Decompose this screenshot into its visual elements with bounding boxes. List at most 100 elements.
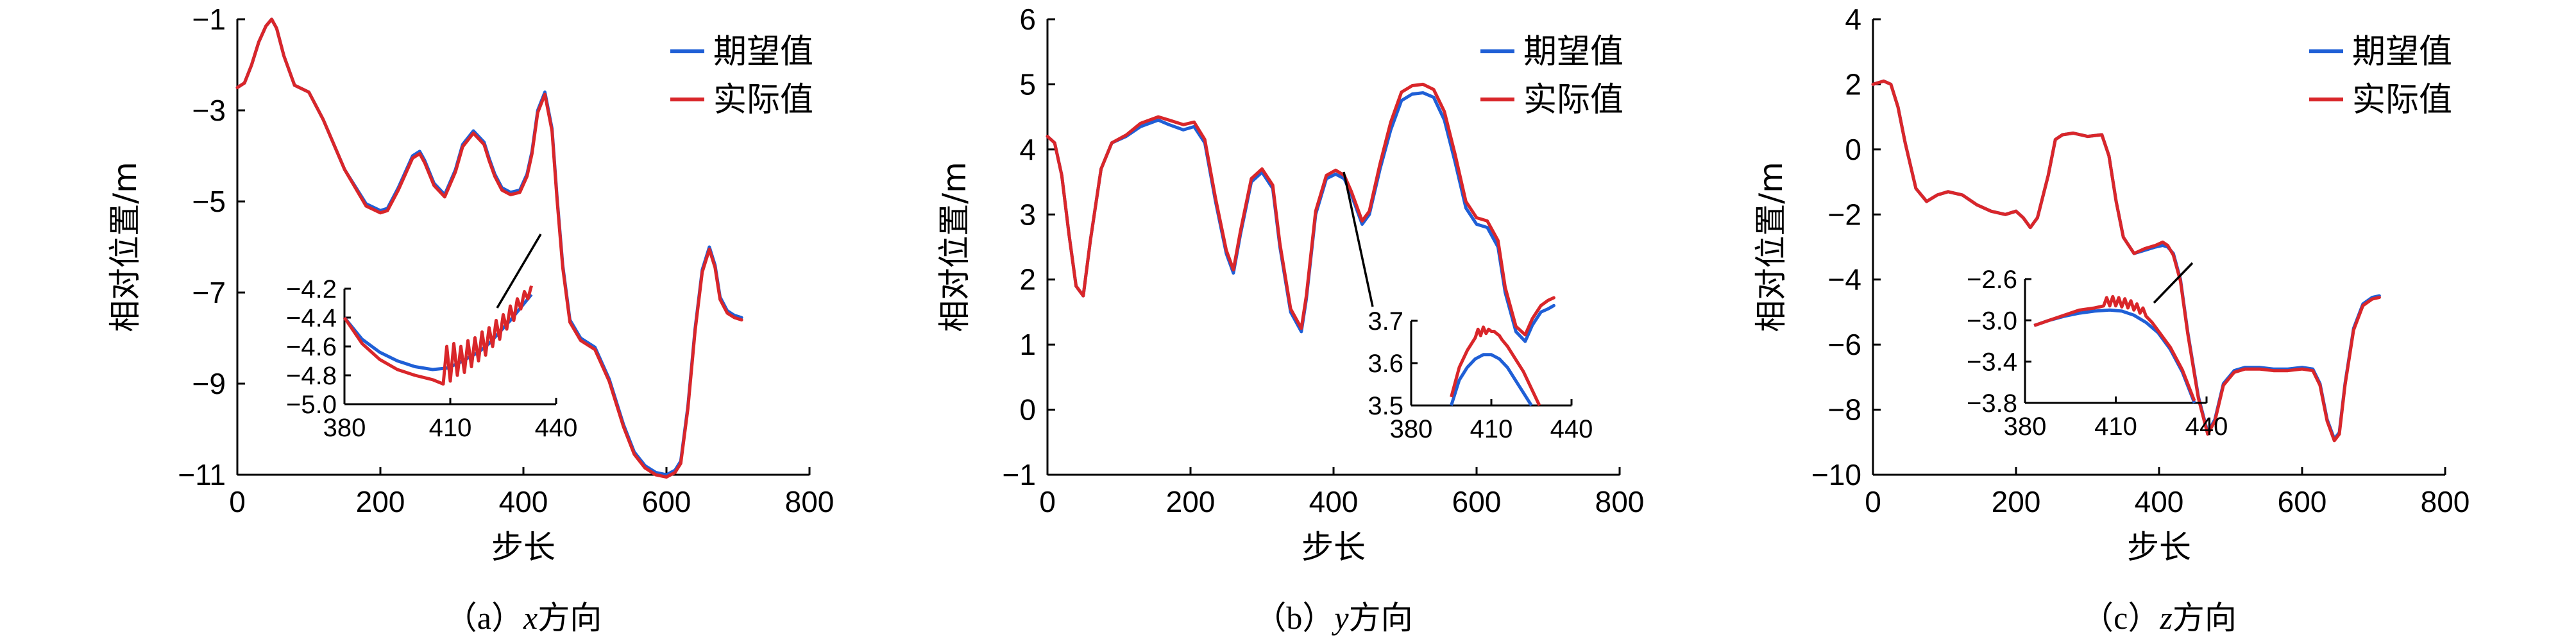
y-tick-label: 4 (1845, 3, 1861, 36)
panel-b-y-label: 相对位置/m (936, 162, 973, 332)
panel-a-legend: 期望值 实际值 (670, 33, 813, 119)
x-tick-label: 400 (1309, 485, 1359, 518)
panel-b-legend: 期望值 实际值 (1480, 33, 1623, 119)
legend-expected-label: 期望值 (1523, 33, 1623, 71)
x-tick-label: 400 (499, 485, 548, 518)
inset-y-tick-label: 3.7 (1368, 307, 1403, 336)
inset-x-tick-label: 410 (2094, 413, 2137, 441)
inset-y-tick-label: −3.4 (1967, 348, 2017, 377)
panel-c-expected-line (1871, 79, 2381, 441)
y-tick-label: −9 (192, 367, 226, 400)
panel-c: 0 200 400 600 800 4 2 0 −2 −4 −6 −8 −10 相对位置/m 步长 期望… (1752, 3, 2470, 636)
y-tick-label: 4 (1019, 133, 1036, 166)
panel-a-zoom-leader (496, 234, 542, 309)
y-tick-label: −7 (192, 276, 226, 309)
x-tick-label: 600 (2278, 485, 2327, 518)
inset-y-tick-label: −3.0 (1967, 307, 2017, 335)
panel-b-inset-ticks: 380 410 440 3.7 3.6 3.5 (1368, 307, 1593, 443)
panel-a-series (235, 17, 743, 479)
inset-x-tick-label: 380 (323, 414, 366, 442)
y-tick-label: −6 (1828, 328, 1861, 361)
inset-y-tick-label: −4.4 (286, 304, 337, 332)
inset-y-tick-label: −2.6 (1967, 266, 2017, 294)
y-tick-label: 2 (1845, 67, 1861, 101)
x-tick-label: 200 (1992, 485, 2041, 518)
legend-actual-label: 实际值 (2352, 81, 2452, 119)
panel-b-inset-expected-line (1450, 353, 1533, 407)
x-tick-label: 200 (1166, 485, 1216, 518)
panel-c-series (1871, 79, 2381, 443)
panel-c-zoom-leader (2153, 262, 2194, 304)
inset-y-tick-label: 3.5 (1368, 392, 1403, 420)
y-tick-label: −8 (1828, 393, 1861, 427)
panel-b-series (1046, 82, 1555, 343)
panel-a-x-label: 步长 (491, 529, 555, 566)
inset-x-tick-label: 380 (1390, 415, 1433, 443)
panel-b-zoom-leader (1343, 171, 1374, 307)
panel-b-actual-line (1046, 82, 1555, 337)
y-tick-label: −5 (192, 185, 226, 218)
y-tick-label: −10 (1811, 458, 1861, 491)
inset-x-tick-label: 440 (535, 414, 578, 442)
inset-x-tick-label: 440 (2185, 413, 2228, 441)
inset-x-tick-label: 410 (1470, 415, 1513, 443)
panel-a-y-label: 相对位置/m (106, 162, 144, 332)
x-tick-label: 800 (2421, 485, 2470, 518)
panel-c-actual-line (1871, 79, 2381, 443)
inset-y-tick-label: −4.8 (286, 362, 337, 390)
x-tick-label: 600 (1452, 485, 1502, 518)
legend-actual-label: 实际值 (713, 81, 813, 119)
inset-y-tick-label: −4.2 (286, 275, 337, 303)
x-tick-label: 0 (1039, 485, 1056, 518)
panel-c-ticks: 0 200 400 600 800 4 2 0 −2 −4 −6 −8 −10 (1811, 3, 2470, 518)
panel-a-inset-actual-line (343, 285, 533, 386)
y-tick-label: 6 (1019, 3, 1036, 36)
y-tick-label: 5 (1019, 67, 1036, 101)
panel-c-inset-actual-line (2033, 294, 2196, 402)
panel-b-inset: 380 410 440 3.7 3.6 3.5 (1368, 307, 1593, 443)
panel-a-actual-line (235, 17, 743, 479)
inset-x-tick-label: 410 (429, 414, 472, 442)
x-tick-label: 800 (1595, 485, 1645, 518)
panel-a: 0 200 400 600 800 −1 −3 −5 −7 −9 −11 相对位置/m 步长 期望值… (106, 3, 834, 636)
legend-expected-label: 期望值 (713, 33, 813, 71)
panel-b-inset-actual-line (1450, 325, 1541, 407)
panel-c-inset: 380 410 440 −2.6 −3.0 −3.4 −3.8 (1967, 266, 2228, 441)
panel-a-ticks: 0 200 400 600 800 −1 −3 −5 −7 −9 −11 (178, 3, 834, 518)
inset-y-tick-label: −4.6 (286, 333, 337, 361)
y-tick-label: −3 (192, 94, 226, 127)
legend-actual-label: 实际值 (1523, 81, 1623, 119)
panel-b-caption: （b）y方向 (1254, 600, 1412, 636)
y-tick-label: 3 (1019, 198, 1036, 231)
panel-c-inset-series (2033, 294, 2196, 404)
panel-c-caption: （c）z方向 (2081, 600, 2237, 636)
inset-x-tick-label: 440 (1550, 415, 1593, 443)
inset-x-tick-label: 380 (2004, 413, 2047, 441)
x-tick-label: 200 (356, 485, 405, 518)
panel-b-inset-series (1450, 325, 1541, 407)
y-tick-label: −11 (178, 458, 226, 491)
x-tick-label: 800 (785, 485, 835, 518)
inset-y-tick-label: 3.6 (1368, 350, 1403, 378)
panel-c-y-label: 相对位置/m (1752, 162, 1790, 332)
panel-c-inset-expected-line (2033, 308, 2196, 404)
x-tick-label: 0 (1865, 485, 1881, 518)
y-tick-label: −4 (1828, 263, 1861, 296)
panel-a-inset: 380 410 440 −4.2−4.4−4.6−4.8−5.0 (286, 275, 577, 442)
y-tick-label: 0 (1019, 393, 1036, 427)
panel-a-inset-ticks: 380 410 440 −4.2−4.4−4.6−4.8−5.0 (286, 275, 577, 442)
panel-a-inset-expected-line (343, 293, 533, 371)
panel-b-x-label: 步长 (1301, 529, 1366, 566)
y-tick-label: 1 (1019, 328, 1036, 361)
legend-expected-label: 期望值 (2352, 33, 2452, 71)
x-tick-label: 400 (2135, 485, 2184, 518)
y-tick-label: −1 (1003, 458, 1036, 491)
panel-a-inset-series (343, 285, 533, 386)
x-tick-label: 600 (642, 485, 691, 518)
y-tick-label: 2 (1019, 263, 1036, 296)
y-tick-label: 0 (1845, 133, 1861, 166)
panel-c-legend: 期望值 实际值 (2309, 33, 2452, 119)
